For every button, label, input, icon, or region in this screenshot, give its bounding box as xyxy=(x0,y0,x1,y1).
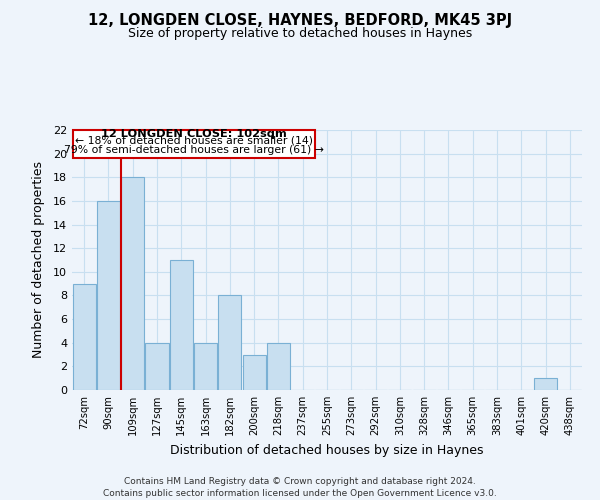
Bar xyxy=(97,201,120,390)
Bar xyxy=(218,296,241,390)
Text: 12, LONGDEN CLOSE, HAYNES, BEDFORD, MK45 3PJ: 12, LONGDEN CLOSE, HAYNES, BEDFORD, MK45… xyxy=(88,12,512,28)
Text: 79% of semi-detached houses are larger (61) →: 79% of semi-detached houses are larger (… xyxy=(64,145,324,155)
Bar xyxy=(170,260,193,390)
Text: Contains HM Land Registry data © Crown copyright and database right 2024.: Contains HM Land Registry data © Crown c… xyxy=(124,478,476,486)
Bar xyxy=(242,354,266,390)
X-axis label: Distribution of detached houses by size in Haynes: Distribution of detached houses by size … xyxy=(170,444,484,456)
Bar xyxy=(534,378,557,390)
Bar xyxy=(267,342,290,390)
Bar xyxy=(145,342,169,390)
Text: 12 LONGDEN CLOSE: 102sqm: 12 LONGDEN CLOSE: 102sqm xyxy=(101,129,287,139)
Text: Size of property relative to detached houses in Haynes: Size of property relative to detached ho… xyxy=(128,28,472,40)
Bar xyxy=(121,178,144,390)
Text: ← 18% of detached houses are smaller (14): ← 18% of detached houses are smaller (14… xyxy=(75,136,313,145)
Bar xyxy=(73,284,95,390)
Bar xyxy=(73,130,315,158)
Text: Contains public sector information licensed under the Open Government Licence v3: Contains public sector information licen… xyxy=(103,489,497,498)
Y-axis label: Number of detached properties: Number of detached properties xyxy=(32,162,44,358)
Bar xyxy=(194,342,217,390)
